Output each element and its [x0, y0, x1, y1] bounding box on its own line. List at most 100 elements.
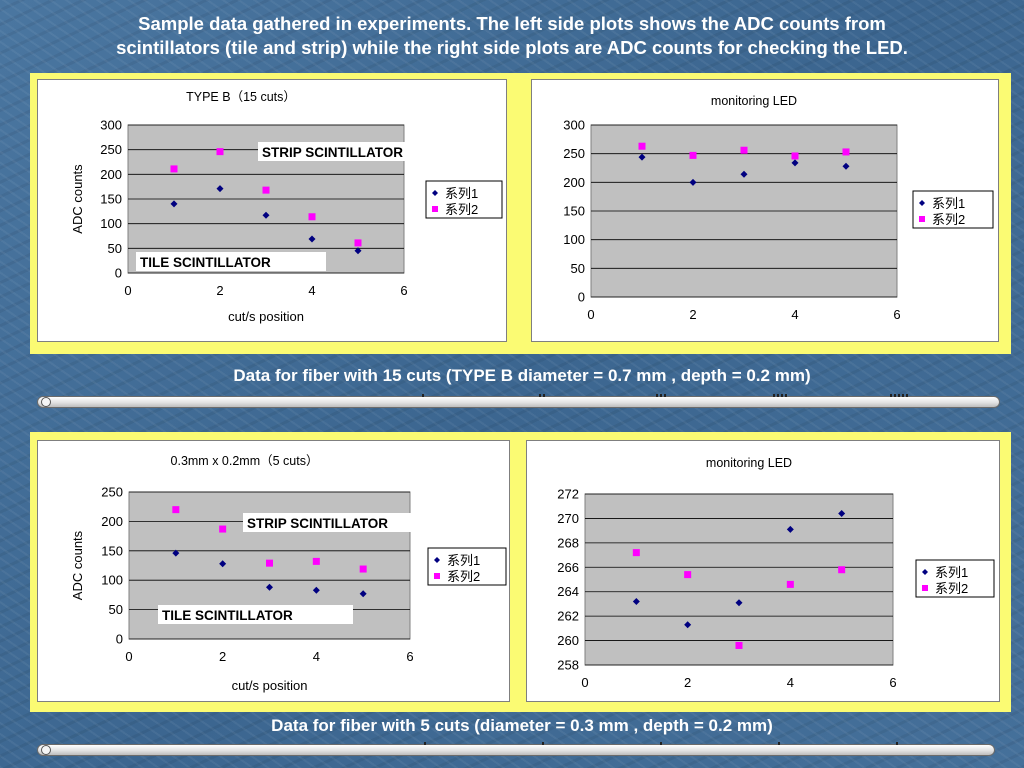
data-point-series-2 [684, 571, 692, 579]
y-tick-label: 250 [563, 146, 585, 161]
y-tick-label: 264 [557, 584, 579, 599]
legend-label-series-2: 系列2 [932, 212, 965, 227]
fiber-cut-mark [542, 742, 544, 745]
fiber-cut-mark [894, 394, 896, 397]
y-tick-label: 100 [101, 573, 123, 588]
chart-top-monitoring-led: monitoring LED 0 50 100 150 200 250 300 0 2 4 6 系列1 系… [531, 79, 999, 342]
top-chart-panel: TYPE B（15 cuts） 0 50 100 150 200 250 300 0 2 4 6 cut… [30, 73, 1011, 354]
y-axis-label: ADC counts [70, 164, 85, 234]
y-tick-label: 150 [101, 543, 123, 558]
data-point-series-2 [219, 525, 227, 533]
fiber-cut-mark [890, 394, 892, 397]
y-tick-label: 0 [115, 266, 122, 281]
fiber-cut-mark [543, 394, 545, 397]
legend-box [427, 547, 507, 586]
caption-bottom: Data for fiber with 5 cuts (diameter = 0… [271, 716, 773, 735]
legend-label-series-1: 系列1 [935, 565, 968, 580]
fiber-cut-mark [773, 394, 775, 397]
data-point-series-1 [216, 185, 224, 193]
data-point-series-1 [735, 599, 743, 607]
data-point-series-1 [219, 560, 227, 568]
data-point-series-1 [740, 170, 748, 178]
y-tick-label: 0 [578, 290, 585, 305]
fiber-cut-mark [778, 742, 780, 745]
data-point-series-2 [359, 565, 367, 573]
data-point-series-1 [359, 590, 367, 598]
annotation-box [158, 605, 353, 624]
legend-box [915, 559, 995, 598]
bottom-chart-panel: 0.3mm x 0.2mm（5 cuts） 0 50 100 150 200 250 0 2 4 6… [30, 432, 1011, 712]
x-tick-label: 2 [684, 675, 691, 690]
y-tick-label: 100 [100, 216, 122, 231]
y-tick-label: 200 [101, 514, 123, 529]
fiber-cut-mark [660, 394, 662, 397]
data-point-series-1 [170, 200, 178, 208]
legend-label-series-1: 系列1 [932, 196, 965, 211]
x-tick-label: 6 [889, 675, 896, 690]
legend-marker-series-2 [922, 585, 928, 591]
x-tick-label: 4 [313, 649, 320, 664]
data-point-series-2 [354, 239, 362, 247]
chart-type-b-adc-plot: TYPE B（15 cuts） 0 50 100 150 200 250 300 0 2 4 6 cut… [70, 90, 503, 324]
annotation-box [136, 252, 326, 271]
x-tick-label: 4 [308, 283, 315, 298]
plot-area [584, 493, 894, 666]
data-point-series-2 [740, 146, 748, 154]
data-point-series-1 [308, 235, 316, 243]
data-point-series-1 [262, 211, 270, 219]
y-tick-label: 0 [116, 632, 123, 647]
data-point-series-2 [172, 506, 180, 514]
y-tick-label: 272 [557, 487, 579, 502]
chart-title: monitoring LED [706, 456, 792, 470]
data-point-series-2 [735, 641, 743, 649]
fiber-cut-mark [664, 394, 666, 397]
chart-title: monitoring LED [711, 94, 797, 108]
x-tick-label: 2 [219, 649, 226, 664]
data-point-series-2 [632, 549, 640, 557]
legend-label-series-2: 系列2 [447, 569, 480, 584]
data-point-series-2 [842, 148, 850, 156]
legend-box [912, 190, 994, 229]
data-point-series-1 [266, 583, 273, 591]
data-point-series-1 [354, 247, 362, 255]
y-tick-label: 150 [100, 192, 122, 207]
fiber-cut-mark [656, 394, 658, 397]
fiber-end-bottom [41, 745, 51, 755]
legend-marker-series-2 [919, 216, 925, 222]
y-tick-label: 200 [563, 175, 585, 190]
fiber-cut-mark [539, 394, 541, 397]
legend-marker-series-2 [432, 206, 438, 212]
y-axis-label: ADC counts [70, 530, 85, 600]
data-point-series-2 [791, 152, 799, 160]
fiber-cut-mark [902, 394, 904, 397]
fiber-cut-mark [660, 742, 662, 745]
y-tick-label: 266 [557, 560, 579, 575]
y-tick-label: 268 [557, 535, 579, 550]
data-point-series-1 [842, 162, 850, 170]
fiber-diagram-bottom [37, 742, 995, 756]
data-point-series-1 [632, 597, 640, 605]
fiber-cut-mark [422, 394, 424, 397]
legend-label-series-2: 系列2 [445, 202, 478, 217]
data-point-series-2 [262, 186, 270, 194]
chart-5-cuts-adc-plot: 0.3mm x 0.2mm（5 cuts） 0 50 100 150 200 250 0 2 4 6… [70, 454, 507, 693]
data-point-series-2 [638, 142, 646, 150]
y-tick-label: 300 [563, 118, 585, 133]
y-tick-label: 200 [100, 167, 122, 182]
annotation-box [258, 142, 464, 161]
data-point-series-2 [308, 213, 316, 221]
x-tick-label: 2 [689, 307, 696, 322]
heading-line-2: scintillators (tile and strip) while the… [116, 37, 908, 58]
annotation-box [243, 513, 455, 532]
data-point-series-1 [786, 525, 794, 533]
data-point-series-2 [170, 165, 178, 173]
legend-label-series-1: 系列1 [445, 186, 478, 201]
legend-marker-series-1 [434, 557, 440, 563]
data-point-series-1 [638, 153, 646, 161]
x-tick-label: 2 [216, 283, 223, 298]
x-tick-label: 0 [587, 307, 594, 322]
